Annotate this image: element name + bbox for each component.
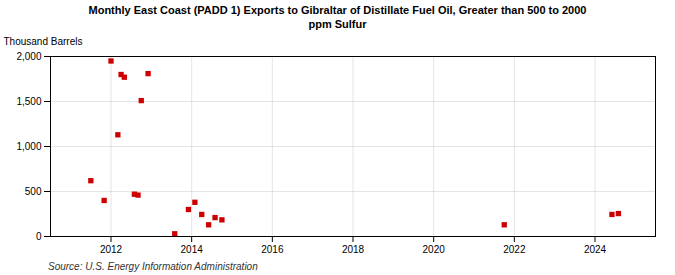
svg-text:2020: 2020 — [423, 243, 446, 254]
svg-text:500: 500 — [25, 185, 42, 196]
svg-text:2024: 2024 — [584, 243, 607, 254]
html-text:Monthly East Coast (PADD 1) Ex: Monthly East Coast (PADD 1) Exports to G… — [88, 4, 587, 30]
svg-text:0: 0 — [36, 230, 42, 241]
svg-text:2012: 2012 — [100, 243, 123, 254]
svg-text:2022: 2022 — [503, 243, 526, 254]
svg-text:1,500: 1,500 — [16, 95, 41, 106]
svg-text:Thousand Barrels: Thousand Barrels — [4, 35, 83, 46]
svg-text:2,000: 2,000 — [16, 50, 41, 61]
svg-text:1,000: 1,000 — [16, 140, 41, 151]
html-text:Source: U.S. Energy Informatio: Source: U.S. Energy Information Administ… — [48, 260, 258, 272]
svg-text:2016: 2016 — [261, 243, 284, 254]
svg-text:2014: 2014 — [181, 243, 204, 254]
svg-text:2018: 2018 — [342, 243, 365, 254]
